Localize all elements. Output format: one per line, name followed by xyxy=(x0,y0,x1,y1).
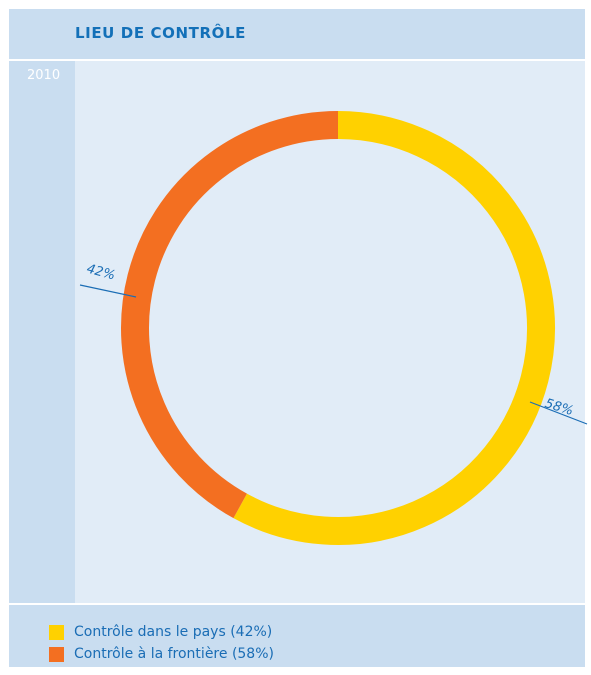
legend-divider xyxy=(9,603,585,605)
legend-label: Contrôle à la frontière (58%) xyxy=(74,646,274,662)
header-divider xyxy=(9,59,585,61)
chart-legend: Contrôle dans le pays (42%) Contrôle à l… xyxy=(49,621,274,665)
legend-swatch xyxy=(49,646,64,662)
slice-leader-line xyxy=(79,284,137,298)
chart-header: LIEU DE CONTRÔLE xyxy=(9,9,585,59)
chart-title: LIEU DE CONTRÔLE xyxy=(75,24,246,42)
donut-slice xyxy=(233,111,555,545)
legend-item-frontiere: Contrôle à la frontière (58%) xyxy=(49,643,274,665)
chart-year: 2010 xyxy=(27,68,61,83)
slice-percent-label: 58% xyxy=(543,396,575,419)
donut-slice xyxy=(121,111,339,519)
legend-swatch xyxy=(49,624,64,640)
slice-leader-line xyxy=(529,401,588,425)
legend-item-pays: Contrôle dans le pays (42%) xyxy=(49,621,274,643)
slice-percent-label: 42% xyxy=(85,262,117,284)
plot-area xyxy=(75,61,585,603)
year-column: 2010 xyxy=(9,61,73,603)
legend-label: Contrôle dans le pays (42%) xyxy=(74,624,273,640)
